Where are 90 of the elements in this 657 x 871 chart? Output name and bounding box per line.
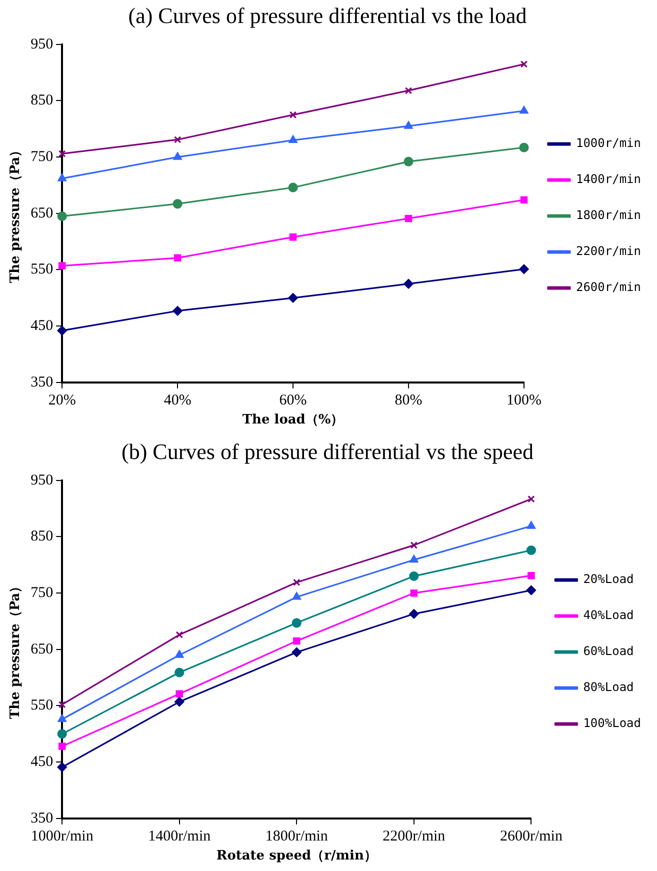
legend-label: 2200r/min [576,244,642,258]
point [174,136,182,144]
point [58,700,66,708]
point [410,589,418,597]
y-tick-label: 750 [30,149,54,166]
y-tick-label: 950 [30,472,54,488]
y-tick-label: 650 [30,205,54,222]
point [174,696,184,707]
chart-title: (b) Curves of pressure differential vs the speed [122,438,534,464]
x-tick-label: 2600r/min [500,828,563,844]
x-tick-label: 20% [48,392,76,408]
legend-label: 1400r/min [576,172,642,186]
x-tick-label: 1000r/min [30,828,94,844]
legend-label: 40%Load [583,608,634,622]
legend-label: 1000r/min [576,136,642,150]
legend-label: 80%Load [583,680,634,694]
x-axis-title: Rotate speed（r/min） [216,848,377,864]
point [526,585,536,596]
point [57,762,67,772]
point [293,637,300,645]
x-axis-title: The load（%） [242,412,344,428]
legend-label: 100%Load [583,716,641,730]
point [292,592,301,600]
point [526,545,536,556]
point [174,668,184,678]
point [174,254,182,262]
point [404,214,412,222]
y-tick-label: 450 [30,754,54,770]
y-tick-label: 550 [30,698,54,714]
point [288,293,298,303]
point [404,279,414,289]
legend-label: 2600r/min [576,280,642,294]
x-tick-label: 40% [164,392,192,408]
point [520,60,528,68]
point [404,121,413,129]
y-tick-label: 650 [30,641,54,658]
point [293,578,300,586]
y-tick-label: 850 [30,92,54,109]
y-tick-label: 350 [30,374,54,390]
x-tick-label: 1800r/min [265,828,328,844]
legend-label: 20%Load [583,572,634,586]
point [519,264,529,274]
point [289,111,297,118]
x-tick-label: 80% [394,392,422,408]
point [410,555,418,563]
point [520,196,528,204]
point [292,618,302,628]
point [528,495,535,503]
point [58,262,66,270]
y-tick-label: 450 [30,318,54,334]
x-tick-label: 1400r/min [148,828,212,844]
chart-title: (a) Curves of pressure differential vs the load [128,2,527,28]
y-tick-label: 950 [30,36,54,52]
legend-label: 60%Load [583,644,634,658]
x-tick-label: 60% [279,392,307,408]
point [172,199,182,209]
point [57,326,67,336]
y-tick-label: 350 [30,810,54,826]
y-tick-label: 850 [30,528,54,545]
point [410,542,418,549]
y-axis-title: The pressure（Pa） [8,580,24,719]
point [58,742,66,750]
point [176,631,184,638]
point [520,106,528,114]
y-tick-label: 750 [30,585,54,602]
y-tick-label: 550 [30,262,54,278]
point [519,142,529,152]
point [176,690,184,698]
point [172,306,182,316]
point [58,150,66,158]
point [288,182,298,192]
point [175,650,184,658]
x-tick-label: 100% [506,392,542,408]
point [58,714,66,722]
point [288,135,298,143]
point [526,521,536,529]
point [404,86,412,94]
point [289,233,297,241]
y-axis-title: The pressure（Pa） [8,144,24,283]
x-tick-label: 2200r/min [382,828,446,844]
point [409,609,419,619]
point [58,174,66,182]
point [57,211,67,222]
point [409,571,419,581]
point [528,572,535,580]
point [173,152,182,160]
point [57,729,67,739]
point [404,156,414,166]
legend-label: 1800r/min [576,208,642,222]
point [292,647,302,658]
